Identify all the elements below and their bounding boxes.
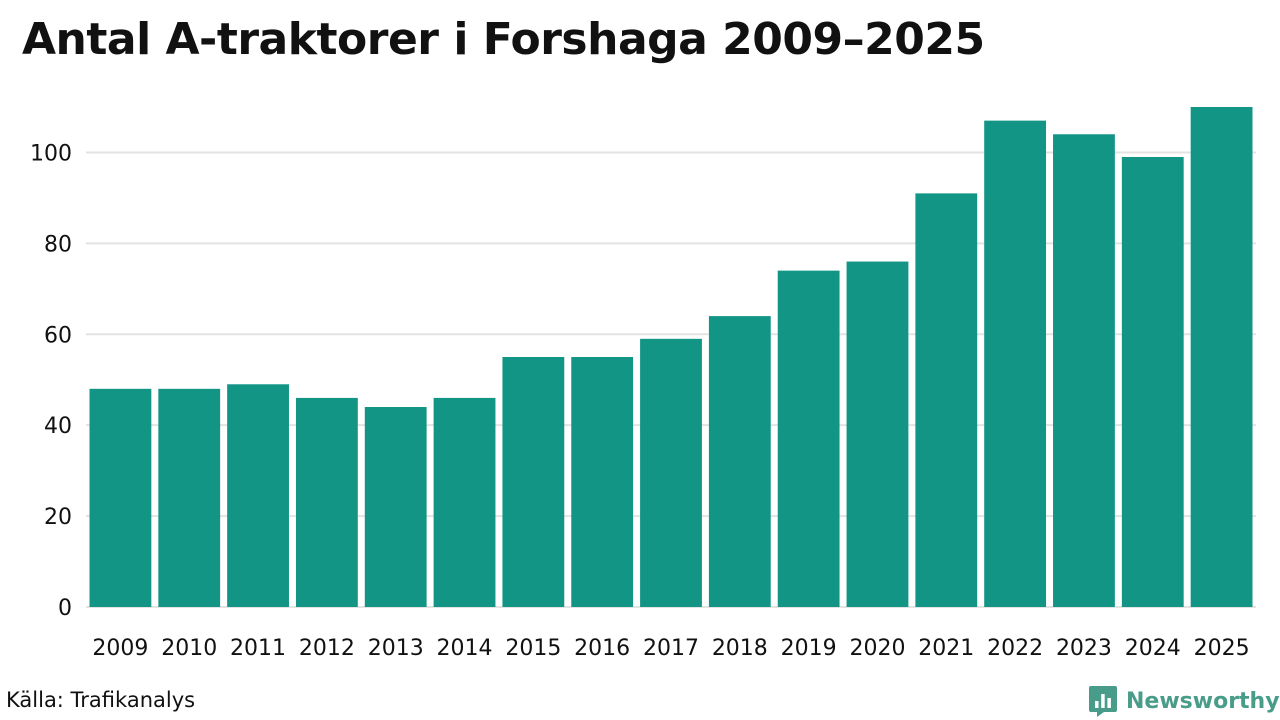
x-tick-label: 2016 xyxy=(574,636,630,661)
y-tick-label: 0 xyxy=(58,596,72,621)
chart-title: Antal A-traktorer i Forshaga 2009–2025 xyxy=(22,14,985,65)
bars xyxy=(89,107,1253,608)
source-note: Källa: Trafikanalys xyxy=(6,688,196,712)
brand-logo: Newsworthy xyxy=(1088,684,1280,718)
bar-2013 xyxy=(364,407,427,607)
bar-2020 xyxy=(846,261,909,607)
x-tick-label: 2024 xyxy=(1125,636,1181,661)
bar-2025 xyxy=(1190,107,1253,607)
x-tick-label: 2015 xyxy=(505,636,561,661)
x-tick-label: 2023 xyxy=(1056,636,1112,661)
bar-2015 xyxy=(502,357,565,607)
bar-2012 xyxy=(295,397,358,607)
x-tick-label: 2018 xyxy=(712,636,768,661)
x-tick-label: 2012 xyxy=(299,636,355,661)
bar-2010 xyxy=(158,388,221,607)
x-tick-label: 2022 xyxy=(987,636,1043,661)
bar-2021 xyxy=(915,193,978,607)
x-axis-ticks: 2009 2010 2011 2012 2013 2014 2015 2016 2017 2018… xyxy=(92,636,1249,661)
x-tick-label: 2025 xyxy=(1194,636,1250,661)
bar-2023 xyxy=(1053,134,1115,608)
y-tick-label: 100 xyxy=(30,141,72,166)
x-tick-label: 2014 xyxy=(437,636,493,661)
x-tick-label: 2017 xyxy=(643,636,699,661)
y-axis-ticks: 0 20 40 60 80 100 xyxy=(30,141,72,621)
y-tick-label: 20 xyxy=(44,505,72,530)
x-tick-label: 2011 xyxy=(230,636,286,661)
y-tick-label: 40 xyxy=(44,414,72,439)
bar-2018 xyxy=(708,316,771,607)
y-tick-label: 60 xyxy=(44,323,72,348)
bar-2022 xyxy=(984,120,1047,608)
bar-2014 xyxy=(433,397,496,607)
bar-2017 xyxy=(640,338,702,607)
bar-2019 xyxy=(777,270,840,607)
bar-2016 xyxy=(571,357,634,607)
x-tick-label: 2013 xyxy=(368,636,424,661)
x-tick-label: 2021 xyxy=(918,636,974,661)
y-tick-label: 80 xyxy=(44,232,72,257)
x-tick-label: 2010 xyxy=(161,636,217,661)
x-tick-label: 2009 xyxy=(92,636,148,661)
bar-2009 xyxy=(89,388,152,607)
newsworthy-logo-icon xyxy=(1089,686,1117,717)
brand-name: Newsworthy xyxy=(1126,688,1280,714)
x-tick-label: 2019 xyxy=(781,636,837,661)
bar-2024 xyxy=(1121,157,1184,607)
bar-2011 xyxy=(227,384,289,607)
x-tick-label: 2020 xyxy=(849,636,905,661)
